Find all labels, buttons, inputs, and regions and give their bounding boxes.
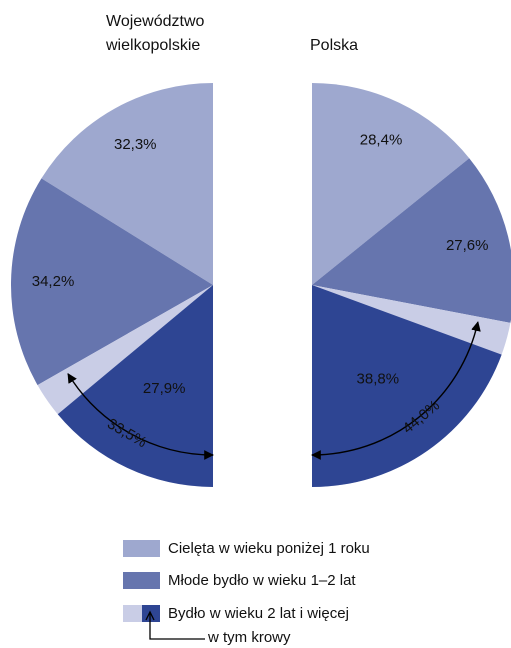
chart-title: Województwo wielkopolskie [106,13,205,54]
data-label: 38,8% [357,370,400,387]
legend-label: w tym krowy [207,629,291,646]
legend-bracket [145,610,155,621]
pie-slice [41,83,213,285]
bracket-arc [67,372,214,460]
pie-slice [312,83,470,285]
legend-label: Bydło w wieku 2 lat i więcej [168,605,349,622]
data-label: 27,9% [143,380,186,397]
legend-label: Cielęta w wieku poniżej 1 roku [168,540,370,557]
pie-slice [11,178,214,386]
legend-label: Młode bydło w wieku 1–2 lat [168,572,356,589]
legend-swatch [123,572,160,589]
data-label: 27,6% [446,237,489,254]
data-label: 34,2% [32,273,75,290]
chart-title: Polska [310,37,359,54]
legend-bracket [149,613,205,640]
data-label: 32,3% [114,136,157,153]
legend-swatch [123,540,160,557]
legend-swatch [123,605,142,622]
bracket-arc [311,321,481,460]
data-label: 28,4% [360,132,403,149]
pie-slice [312,158,511,323]
